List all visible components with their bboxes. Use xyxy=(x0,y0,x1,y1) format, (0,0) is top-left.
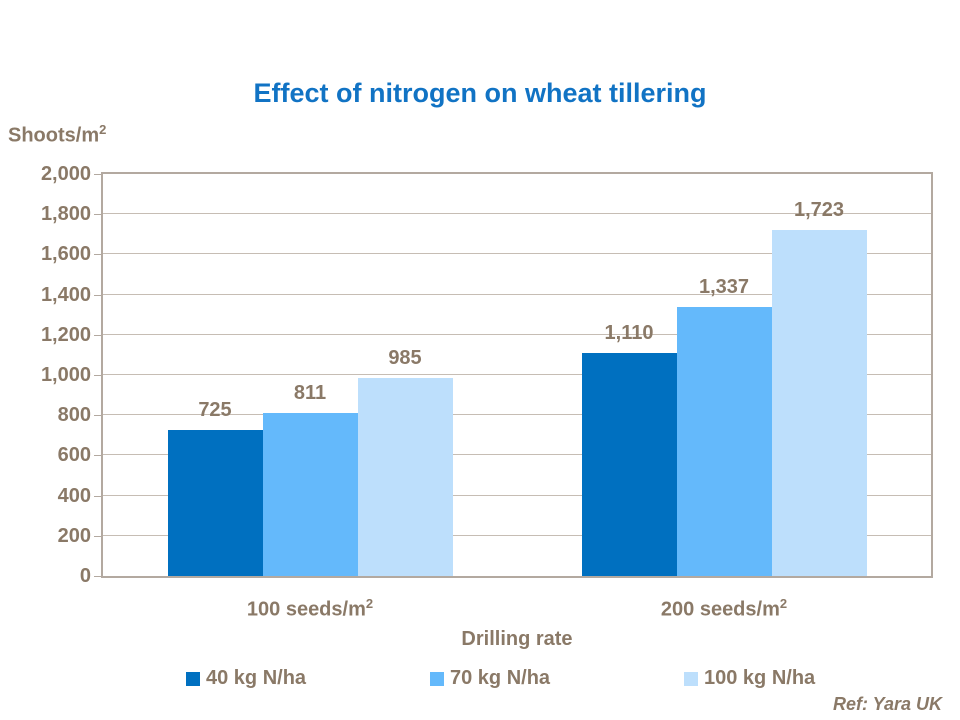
bar-value-label: 725 xyxy=(198,399,232,422)
reference-note: Ref: Yara UK xyxy=(832,694,942,714)
bar-value-label: 1,723 xyxy=(793,198,845,221)
legend-swatch-70kg xyxy=(430,671,444,686)
bar-value-label: 1,110 xyxy=(604,321,654,344)
legend-item-70kg: 70 kg N/ha xyxy=(430,667,550,690)
legend-swatch-40kg xyxy=(186,671,200,686)
y-tick-label: 1,200 xyxy=(40,323,91,346)
y-tick-mark xyxy=(94,455,101,457)
y-tick-label: 1,600 xyxy=(40,243,91,266)
gridline xyxy=(103,333,931,335)
gridline xyxy=(103,534,931,536)
y-tick-label: 1,000 xyxy=(40,364,91,386)
gridline xyxy=(103,213,931,215)
y-tick-mark xyxy=(94,375,101,376)
y-tick-mark xyxy=(94,214,101,216)
x-axis-title: Drilling rate xyxy=(461,628,573,650)
gridline xyxy=(103,414,931,416)
bar-value-label: 985 xyxy=(388,347,422,369)
gridline xyxy=(103,253,931,255)
legend-label-70kg: 70 kg N/ha xyxy=(450,667,551,689)
y-tick-label: 400 xyxy=(57,484,91,507)
legend-swatch-100kg xyxy=(684,671,698,686)
bar-70-kg-n-ha-cat0 xyxy=(262,413,358,576)
bar-100-kg-n-ha-cat0 xyxy=(357,378,453,576)
bar-40-kg-n-ha-cat1 xyxy=(581,352,677,576)
bar-70-kg-n-ha-cat1 xyxy=(676,307,772,576)
gridline xyxy=(103,293,931,295)
y-tick-label: 1,400 xyxy=(40,283,91,306)
y-tick-mark xyxy=(94,254,101,256)
gridline xyxy=(103,374,931,375)
chart-title: Effect of nitrogen on wheat tillering xyxy=(253,78,707,108)
y-tick-mark xyxy=(94,294,101,296)
legend-label-40kg: 40 kg N/ha xyxy=(206,667,307,689)
bar-value-label: 1,337 xyxy=(698,276,750,299)
bar-value-label: 811 xyxy=(293,381,327,404)
gridline xyxy=(103,494,931,496)
bar-100-kg-n-ha-cat1 xyxy=(771,229,867,576)
y-tick-label: 800 xyxy=(57,404,91,427)
legend-item-40kg: 40 kg N/ha xyxy=(186,667,306,690)
bar-40-kg-n-ha-cat0 xyxy=(167,430,263,576)
y-tick-mark xyxy=(94,495,101,497)
y-tick-label: 2,000 xyxy=(40,163,91,185)
y-axis-title: Shoots/m2 xyxy=(8,122,106,148)
gridline xyxy=(103,454,931,456)
y-tick-label: 600 xyxy=(57,444,91,467)
category-label-200-seeds: 200 seeds/m2 xyxy=(660,596,788,621)
y-tick-label: 200 xyxy=(57,524,91,547)
y-axis-title-text: Shoots/m xyxy=(8,124,100,147)
y-tick-label: 0 xyxy=(79,565,91,587)
y-axis-title-sup: 2 xyxy=(99,122,107,137)
plot-layer: 725 811 985 1,110 1,337 1,723 xyxy=(103,174,931,576)
category-label-100-seeds: 100 seeds/m2 xyxy=(246,596,374,621)
legend-item-100kg: 100 kg N/ha xyxy=(684,667,815,690)
y-tick-label: 1,800 xyxy=(40,203,91,226)
y-tick-mark xyxy=(94,174,101,175)
legend-label-100kg: 100 kg N/ha xyxy=(704,667,816,689)
y-tick-mark xyxy=(94,415,101,417)
y-tick-mark xyxy=(94,576,101,577)
y-tick-mark xyxy=(94,334,101,336)
y-tick-mark xyxy=(94,535,101,537)
